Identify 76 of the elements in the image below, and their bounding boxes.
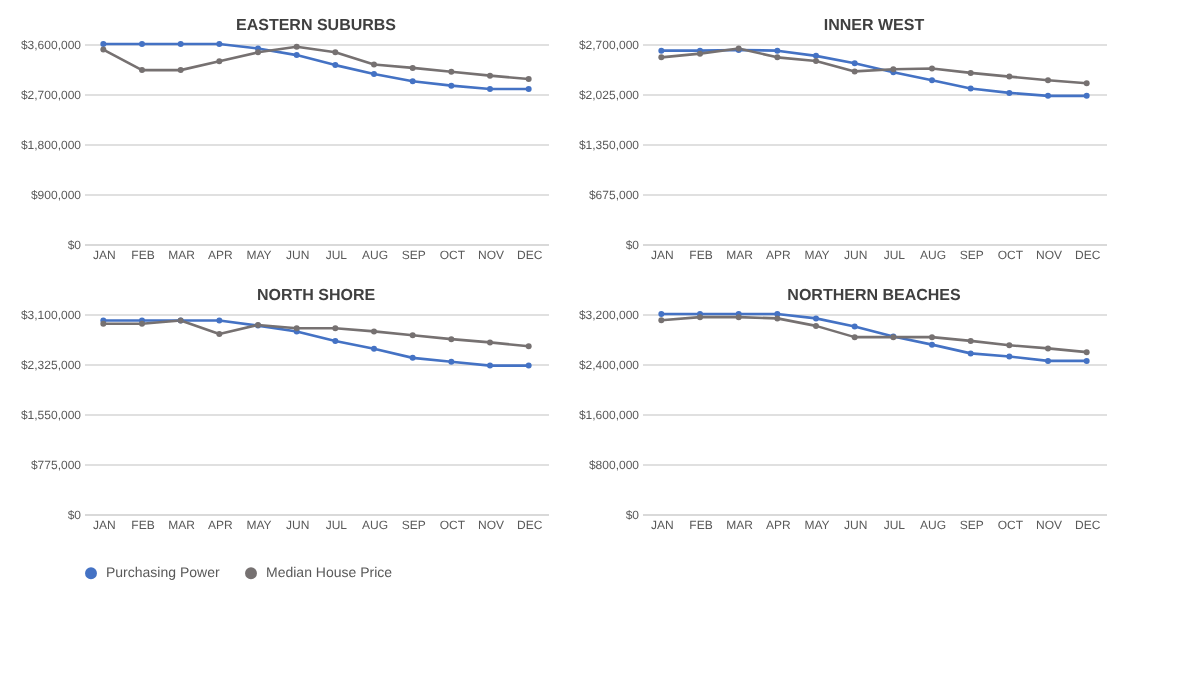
point: [525, 86, 532, 92]
point: [371, 328, 377, 335]
line-series: [658, 314, 1090, 356]
point: [851, 323, 858, 330]
point: [929, 77, 935, 84]
chart-title: INNER WEST: [823, 16, 925, 34]
line-series: [658, 46, 1090, 99]
chart-title: NORTH SHORE: [256, 286, 377, 304]
point: [216, 41, 223, 47]
point: [1006, 89, 1013, 96]
point: [293, 52, 300, 59]
point: [332, 49, 339, 56]
point: [448, 358, 455, 365]
point: [1045, 92, 1051, 99]
point: [371, 61, 377, 68]
point: [929, 65, 935, 72]
point: [1083, 92, 1090, 99]
point: [658, 47, 665, 54]
point: [409, 354, 416, 361]
line-series: [658, 45, 1090, 87]
point: [967, 337, 974, 344]
point: [1006, 353, 1013, 360]
point: [216, 58, 223, 65]
point: [177, 41, 184, 47]
point: [813, 52, 819, 59]
point: [658, 54, 665, 61]
point: [1045, 345, 1051, 352]
point: [525, 362, 532, 369]
point: [1006, 342, 1013, 349]
chart-title: NORTHERN BEACHES: [787, 286, 962, 304]
point: [409, 64, 416, 71]
point: [487, 339, 493, 346]
line-series: [658, 311, 1090, 364]
line-series: [100, 43, 532, 82]
point: [216, 331, 223, 337]
point: [332, 338, 339, 345]
point: [929, 334, 935, 341]
point: [851, 60, 858, 67]
point: [1083, 357, 1090, 364]
point: [487, 72, 493, 79]
point: [967, 85, 974, 92]
point: [371, 345, 377, 352]
point: [177, 67, 184, 74]
point: [1006, 73, 1013, 80]
point: [448, 336, 455, 343]
point: [658, 317, 665, 324]
point: [929, 341, 935, 348]
point: [525, 343, 532, 350]
point: [1083, 80, 1090, 87]
line-series: [100, 317, 532, 369]
line-series: [100, 41, 532, 92]
point: [1083, 349, 1090, 356]
point: [448, 68, 455, 75]
point: [332, 62, 339, 69]
chart-title: EASTERN SUBURBS: [235, 16, 398, 34]
point: [525, 76, 532, 82]
point: [851, 334, 858, 341]
point: [774, 54, 781, 61]
point: [100, 46, 107, 53]
point: [487, 362, 493, 369]
point: [293, 43, 300, 50]
point: [658, 311, 665, 317]
point: [967, 350, 974, 357]
point: [1045, 77, 1051, 84]
point: [448, 82, 455, 89]
point: [851, 68, 858, 75]
point: [813, 315, 819, 322]
line-series: [100, 317, 532, 350]
point: [774, 315, 781, 322]
point: [774, 47, 781, 54]
point: [100, 41, 107, 47]
point: [216, 317, 223, 324]
point: [409, 332, 416, 339]
point: [409, 78, 416, 85]
point: [967, 69, 974, 76]
point: [332, 325, 339, 332]
